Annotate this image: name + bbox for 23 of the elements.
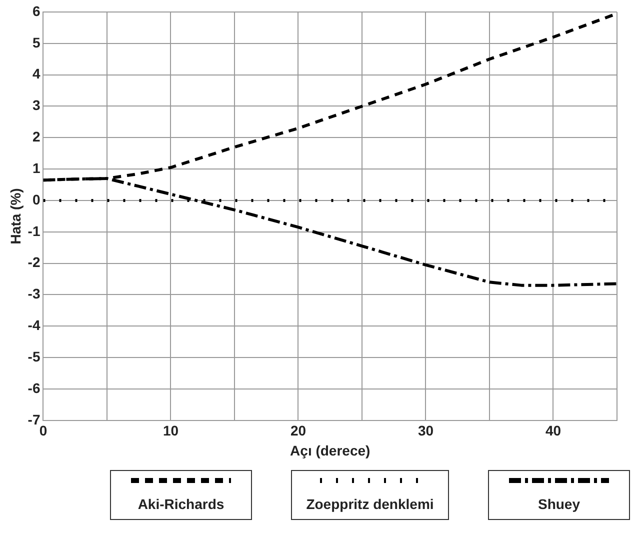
y-tick-label: -5 <box>28 348 40 364</box>
y-axis-title: Hata (%) <box>7 188 24 244</box>
x-tick-label: 20 <box>290 422 306 439</box>
y-tick-label: 0 <box>32 191 40 208</box>
x-tick-label: 40 <box>545 422 562 439</box>
legend-label: Shuey <box>538 496 580 512</box>
y-tick-label: 5 <box>32 34 40 50</box>
y-tick-label: -6 <box>28 380 40 396</box>
legend-label: Zoeppritz denklemi <box>306 496 434 512</box>
y-tick-label: -1 <box>28 222 40 239</box>
y-tick-label: -7 <box>28 411 40 428</box>
x-tick-label: 10 <box>162 422 179 439</box>
y-tick-label: -3 <box>28 286 40 302</box>
y-tick-label: -4 <box>28 317 40 334</box>
y-tick-label: 2 <box>32 128 40 145</box>
y-tick-label: 6 <box>32 2 40 19</box>
y-tick-label: -2 <box>28 254 40 270</box>
legend-label: Aki-Richards <box>138 496 224 512</box>
y-tick-label: 4 <box>32 66 40 82</box>
x-axis-title: Açı (derece) <box>290 442 370 458</box>
x-tick-label: 30 <box>418 422 434 439</box>
y-tick-label: 3 <box>32 97 40 114</box>
y-tick-label: 1 <box>32 160 40 176</box>
